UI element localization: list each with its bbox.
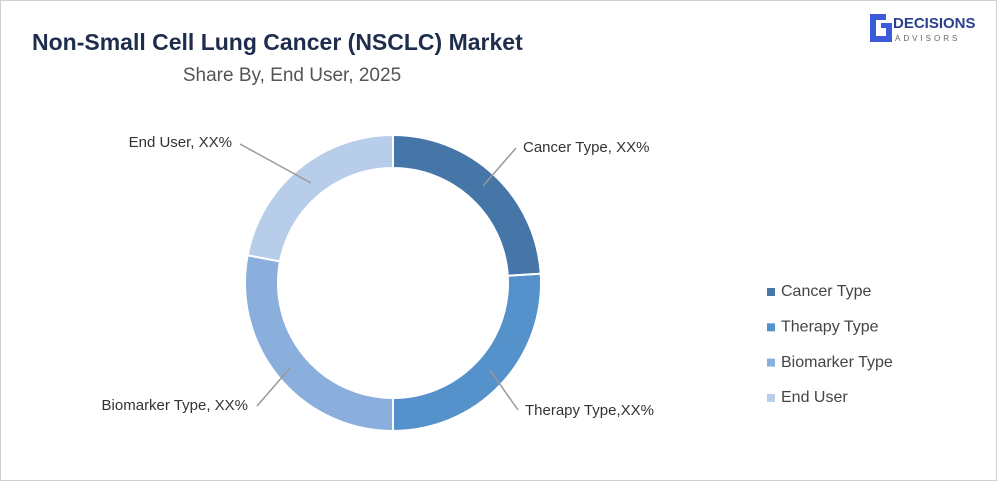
chart-subtitle: Share By, End User, 2025 [183, 65, 401, 86]
leader-line [239, 143, 312, 184]
logo-name: DECISIONS [893, 15, 976, 32]
data-label: Therapy Type,XX% [525, 402, 654, 419]
logo-icon [870, 14, 892, 42]
donut-segment [246, 133, 394, 263]
legend-label: Biomarker Type [781, 354, 893, 371]
legend-swatch [767, 358, 775, 367]
data-label: End User, XX% [129, 134, 232, 151]
data-label: Biomarker Type, XX% [102, 397, 248, 414]
legend-label: Cancer Type [781, 283, 872, 300]
data-label: Cancer Type, XX% [523, 139, 649, 156]
legend-label: Therapy Type [781, 319, 879, 336]
legend-swatch [767, 288, 775, 296]
leader-line [256, 367, 291, 407]
leader-line [482, 147, 517, 187]
logo: DECISIONS ADVISORS [870, 14, 976, 43]
chart-title: Non-Small Cell Lung Cancer (NSCLC) Marke… [32, 29, 523, 55]
legend-label: End User [781, 389, 848, 406]
legend-swatch [767, 323, 775, 332]
logo-tagline: ADVISORS [895, 34, 960, 43]
leader-line [489, 369, 519, 411]
legend-swatch [767, 393, 775, 402]
